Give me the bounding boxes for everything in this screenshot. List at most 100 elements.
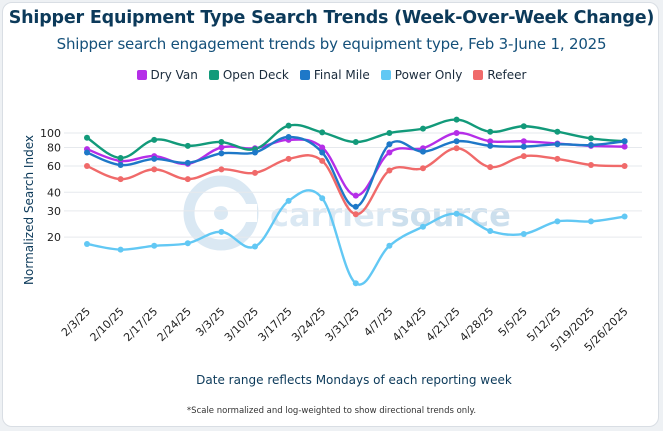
data-point-power-only[interactable] (554, 218, 561, 225)
data-point-refeer[interactable] (285, 155, 292, 162)
legend-label: Final Mile (313, 68, 370, 82)
data-point-refeer[interactable] (352, 211, 359, 218)
legend-label: Open Deck (222, 68, 289, 82)
data-point-refeer[interactable] (420, 165, 426, 172)
data-point-open-deck[interactable] (420, 125, 426, 132)
data-point-refeer[interactable] (117, 176, 124, 183)
data-point-final-mile[interactable] (453, 138, 460, 145)
data-point-final-mile[interactable] (319, 149, 326, 156)
legend-item-refeer[interactable]: Refeer (473, 68, 526, 82)
data-point-refeer[interactable] (184, 176, 191, 183)
legend-label: Refeer (487, 68, 527, 82)
data-point-open-deck[interactable] (151, 136, 158, 143)
carriersource-watermark-logo: carriersource (183, 175, 511, 251)
data-point-final-mile[interactable] (554, 141, 561, 148)
data-point-power-only[interactable] (151, 242, 158, 249)
series-points (84, 116, 628, 287)
data-point-refeer[interactable] (386, 167, 393, 174)
legend-item-open-deck[interactable]: Open Deck (208, 68, 289, 82)
data-point-refeer[interactable] (252, 169, 258, 176)
data-point-dry-van[interactable] (621, 143, 628, 150)
data-point-power-only[interactable] (621, 213, 628, 220)
legend-item-final-mile[interactable]: Final Mile (299, 68, 370, 82)
legend-label: Dry Van (150, 68, 198, 82)
data-point-refeer[interactable] (621, 163, 628, 170)
data-point-final-mile[interactable] (151, 155, 158, 162)
y-tick-label: 40 (47, 186, 61, 199)
data-point-final-mile[interactable] (252, 149, 258, 156)
data-point-open-deck[interactable] (588, 135, 594, 142)
data-point-refeer[interactable] (487, 164, 494, 171)
data-point-dry-van[interactable] (453, 130, 460, 136)
data-point-power-only[interactable] (487, 227, 494, 234)
x-axis: 2/3/252/10/252/17/252/24/25 3/3/253/10/25… (59, 305, 631, 354)
data-point-power-only[interactable] (218, 228, 225, 235)
legend-item-power-only[interactable]: Power Only (380, 68, 463, 82)
data-point-dry-van[interactable] (352, 192, 359, 199)
data-point-power-only[interactable] (285, 197, 292, 204)
data-point-dry-van[interactable] (386, 149, 393, 156)
legend-label: Power Only (394, 68, 463, 82)
data-point-open-deck[interactable] (453, 116, 460, 123)
data-point-refeer[interactable] (319, 157, 326, 164)
data-point-final-mile[interactable] (420, 148, 426, 155)
data-point-open-deck[interactable] (520, 123, 527, 130)
data-point-open-deck[interactable] (386, 130, 393, 136)
data-point-final-mile[interactable] (520, 143, 527, 150)
x-tick-label: 3/24/25 (289, 305, 328, 344)
data-point-power-only[interactable] (319, 195, 326, 202)
data-point-dry-van[interactable] (319, 144, 326, 151)
data-point-final-mile[interactable] (352, 203, 359, 210)
legend-swatch (380, 70, 391, 80)
legend-swatch (136, 70, 147, 80)
data-point-final-mile[interactable] (285, 134, 292, 141)
data-point-final-mile[interactable] (184, 159, 191, 166)
series-line-open-deck (86, 118, 625, 160)
data-point-dry-van[interactable] (520, 138, 527, 145)
data-point-open-deck[interactable] (487, 128, 494, 135)
footnote: *Scale normalized and log-weighted to sh… (186, 406, 477, 416)
chart-legend: Dry Van Open Deck Final Mile Power Only Refe… (0, 68, 663, 82)
data-point-final-mile[interactable] (117, 161, 124, 168)
data-point-power-only[interactable] (520, 230, 527, 237)
data-point-refeer[interactable] (84, 163, 90, 170)
data-point-refeer[interactable] (588, 161, 594, 168)
data-point-refeer[interactable] (218, 166, 225, 173)
data-point-power-only[interactable] (420, 223, 426, 230)
data-point-final-mile[interactable] (588, 142, 594, 149)
legend-swatch (208, 70, 219, 80)
data-point-power-only[interactable] (453, 210, 460, 217)
data-point-open-deck[interactable] (554, 128, 561, 135)
data-point-open-deck[interactable] (184, 142, 191, 149)
y-tick-label: 20 (47, 231, 61, 244)
chart-subtitle: Shipper search engagement trends by equi… (56, 35, 607, 53)
data-point-open-deck[interactable] (285, 122, 292, 129)
data-point-final-mile[interactable] (84, 149, 90, 156)
data-point-power-only[interactable] (84, 240, 90, 247)
data-point-open-deck[interactable] (84, 134, 90, 141)
data-point-power-only[interactable] (386, 242, 393, 249)
data-point-open-deck[interactable] (218, 139, 225, 146)
data-point-final-mile[interactable] (386, 141, 393, 148)
data-point-final-mile[interactable] (218, 150, 225, 157)
data-point-power-only[interactable] (117, 246, 124, 253)
data-point-open-deck[interactable] (319, 129, 326, 136)
data-point-refeer[interactable] (554, 155, 561, 162)
data-point-dry-van[interactable] (487, 138, 494, 145)
legend-item-dry-van[interactable]: Dry Van (136, 68, 198, 82)
data-point-open-deck[interactable] (117, 154, 124, 161)
x-tick-label: 3/10/25 (222, 305, 261, 344)
data-point-power-only[interactable] (352, 280, 359, 287)
grid-lines (64, 132, 642, 238)
data-point-dry-van[interactable] (218, 144, 225, 151)
data-point-final-mile[interactable] (487, 142, 494, 149)
data-point-refeer[interactable] (453, 145, 460, 152)
data-point-power-only[interactable] (588, 218, 594, 225)
data-point-open-deck[interactable] (352, 139, 359, 146)
data-point-final-mile[interactable] (621, 138, 628, 145)
data-point-refeer[interactable] (520, 153, 527, 160)
data-point-refeer[interactable] (151, 166, 158, 173)
data-point-power-only[interactable] (184, 240, 191, 247)
data-point-power-only[interactable] (252, 243, 258, 250)
